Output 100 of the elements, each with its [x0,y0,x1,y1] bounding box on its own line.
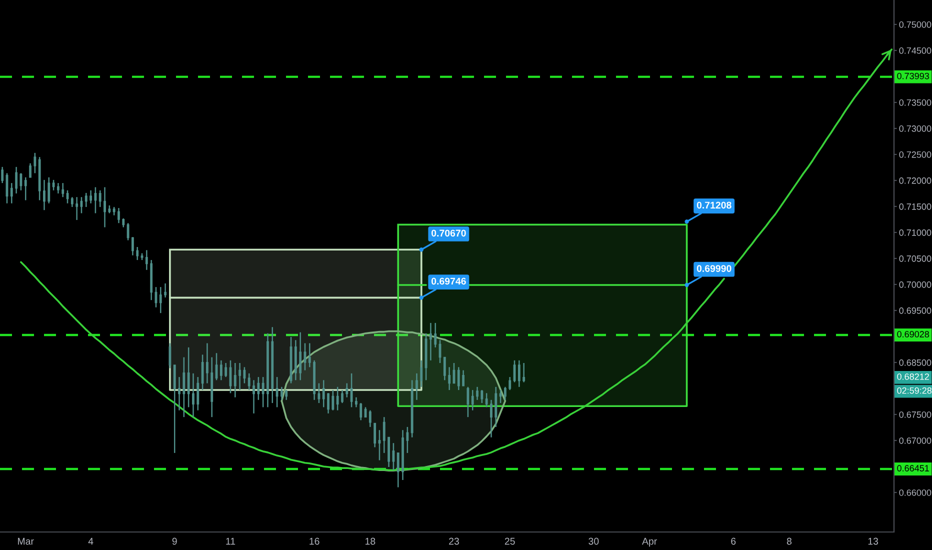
y-tick-label: 0.72000 [899,177,932,184]
candlestick [220,360,222,381]
candlestick [341,389,344,404]
candlestick [350,372,353,408]
candlestick [43,179,46,211]
x-tick-label: 8 [786,538,792,545]
candlestick [48,176,50,204]
candlestick [178,376,180,411]
candlestick [215,352,218,381]
x-tick-label: 9 [172,538,177,545]
candlestick [243,366,246,384]
candlestick [24,176,27,201]
candlestick [410,380,414,438]
y-tick-label: 0.69500 [899,307,932,314]
candlestick [94,186,97,214]
candlestick [443,356,446,381]
candlestick [322,380,325,408]
candlestick [131,236,134,256]
candlestick [504,386,506,401]
y-tick-label: 0.70000 [899,281,932,288]
candlestick [434,322,437,348]
candlestick [15,166,18,194]
candlestick [396,452,400,488]
candlestick [494,386,498,428]
y-tick-label: 0.74500 [899,47,932,54]
candlestick [490,399,492,438]
candlestick [448,366,451,391]
candlestick [416,372,418,401]
x-tick-label: Mar [18,538,34,545]
data-label: 0.70670 [431,230,466,237]
candlestick [318,382,320,404]
ref-line-label: 0.73993 [897,72,930,80]
candlestick [248,372,250,391]
candlestick [266,332,269,408]
candlestick [182,356,186,418]
candlestick [466,386,470,418]
candlestick [159,286,162,314]
candlestick [76,196,78,221]
data-label: 0.69990 [696,265,732,272]
candlestick [136,246,139,261]
candlestick [406,426,409,454]
ref-line-label: 0.69028 [897,331,930,338]
x-tick-label: 18 [366,538,376,545]
candlestick [90,190,92,204]
x-tick-label: 13 [868,538,878,545]
x-tick-label: 6 [731,538,736,545]
y-tick-label: 0.67000 [899,437,932,444]
candlestick [224,362,228,378]
point [684,282,689,288]
candlestick [332,389,334,411]
x-tick-label: 16 [310,538,320,545]
candlestick [354,396,358,408]
candlestick [70,196,74,208]
candlestick [457,366,460,391]
candlestick [368,410,372,428]
candlestick [187,346,190,408]
candlestick [388,436,390,468]
candlestick [29,162,32,178]
candlestick [327,392,330,414]
candlestick [392,442,395,471]
candlestick [508,376,512,391]
candlestick [336,386,339,411]
candlestick [56,182,60,194]
candlestick [1,166,4,184]
candlestick [238,362,242,391]
x-tick-label: 25 [504,538,515,545]
candlestick [52,179,55,191]
candlestick [290,336,292,384]
candlestick [462,370,465,386]
candlestick [104,186,106,228]
candlestick [234,362,236,398]
candlestick [34,152,36,174]
candlestick [201,354,204,391]
candlestick [192,372,194,418]
candlestick [420,360,423,388]
candlestick [276,376,278,408]
candlestick [262,376,264,408]
point [684,220,689,224]
candlestick [518,360,520,388]
candlestick [471,389,474,411]
candlestick [98,190,102,208]
candlestick [452,362,456,384]
candlestick [285,389,288,401]
candlestick [402,429,404,481]
candlestick [360,402,362,421]
candlestick [173,364,176,454]
y-tick-label: 0.66000 [899,489,932,496]
point [419,248,424,252]
candlestick [299,332,302,381]
y-tick-label: 0.70500 [899,255,932,262]
y-tick-label: 0.67500 [899,411,932,418]
point [419,296,424,300]
y-tick-label: 0.68500 [899,359,932,366]
candlestick [522,362,526,383]
ref-line-label: 0.66451 [897,465,929,472]
candlestick [62,182,64,198]
data-label: 0.71208 [696,202,732,209]
candlestick [374,422,376,448]
y-tick-label: 0.71000 [899,229,932,236]
candlestick [424,332,428,381]
